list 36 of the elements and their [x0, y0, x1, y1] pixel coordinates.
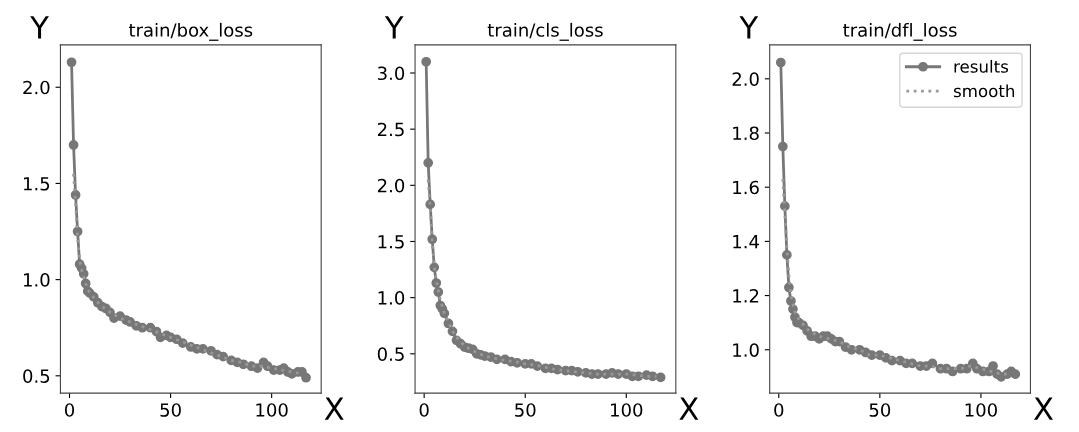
- x-tick-label: 100: [965, 403, 997, 417]
- y-tick-label: 1.0: [378, 291, 405, 305]
- y-tick-label: 1.0: [733, 343, 759, 357]
- y-tick-label: 1.6: [733, 180, 759, 195]
- y-tick-label: 2.5: [377, 122, 404, 137]
- x-axis-title: X: [1033, 397, 1053, 420]
- chart-title: train/box_loss: [128, 22, 253, 41]
- y-tick-label: 2.0: [732, 72, 759, 86]
- y-tick-label: 1.8: [733, 126, 759, 141]
- x-tick-label: 100: [611, 403, 643, 417]
- y-tick-label: 2.0: [377, 178, 405, 193]
- y-tick-label: 1.5: [23, 177, 50, 191]
- y-tick-label: 2.0: [23, 80, 50, 95]
- x-tick-label: 50: [160, 403, 181, 417]
- y-tick-label: 1.4: [733, 235, 759, 249]
- y-axis-title: Y: [30, 16, 49, 39]
- x-tick-label: 0: [64, 403, 75, 417]
- legend-label: results: [954, 59, 1009, 73]
- chart-title: train/cls_loss: [487, 22, 603, 41]
- y-tick-label: 3.0: [378, 66, 405, 81]
- y-tick-label: 0.5: [377, 347, 404, 361]
- x-axis-title: X: [679, 397, 699, 420]
- y-axis-title: Y: [739, 16, 759, 39]
- y-tick-label: 0.5: [23, 369, 50, 383]
- x-axis-title: X: [324, 397, 344, 420]
- x-tick-label: 100: [256, 403, 288, 417]
- y-axis-title: Y: [384, 16, 404, 39]
- legend-label: smooth: [953, 84, 1015, 98]
- y-tick-label: 1.5: [378, 235, 404, 249]
- y-tick-label: 1.0: [23, 273, 50, 287]
- x-tick-label: 50: [869, 403, 891, 417]
- chart-title: train/dfl_loss: [843, 22, 957, 41]
- x-tick-label: 0: [419, 403, 429, 417]
- x-tick-label: 0: [774, 403, 784, 417]
- y-tick-label: 1.2: [733, 289, 759, 303]
- x-tick-label: 50: [515, 403, 536, 417]
